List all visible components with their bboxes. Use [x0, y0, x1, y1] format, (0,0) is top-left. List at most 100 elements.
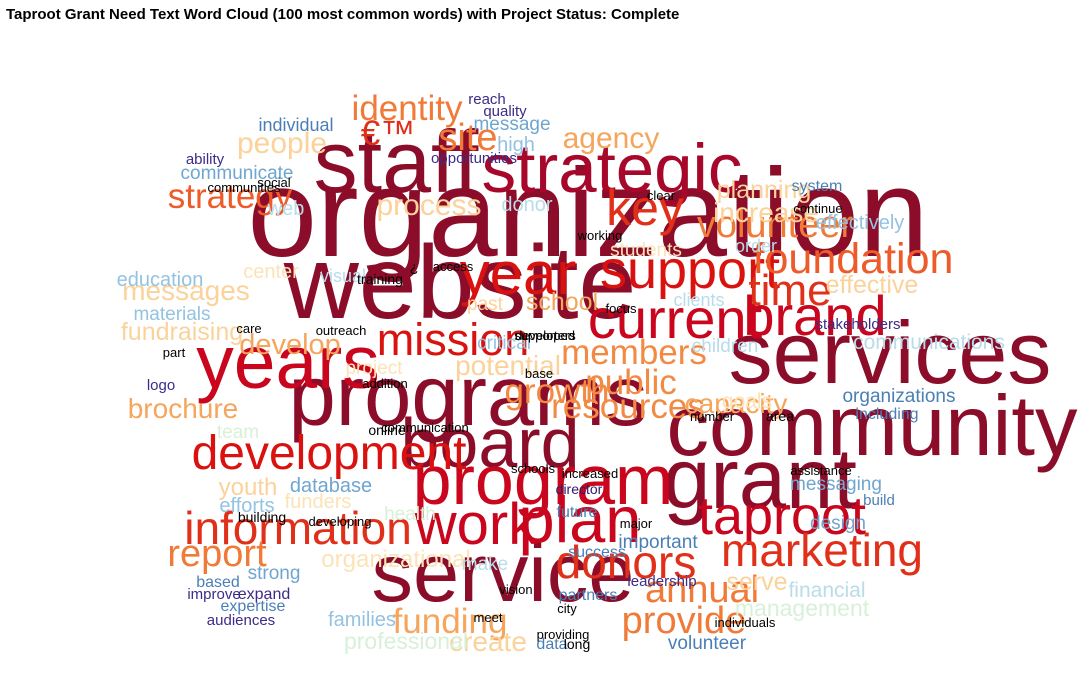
- word-81: messaging: [790, 474, 882, 495]
- word-130: area: [766, 408, 794, 424]
- word-75: families: [328, 609, 396, 631]
- word-88: students: [610, 240, 682, 261]
- word-51: school: [526, 288, 598, 316]
- word-110: quality: [483, 103, 527, 120]
- word-86: center: [243, 261, 299, 283]
- word-8: years: [196, 320, 379, 404]
- word-109: logo: [147, 377, 175, 394]
- word-114: clear: [647, 188, 676, 203]
- word-82: design: [810, 513, 866, 534]
- word-100: audiences: [207, 612, 275, 629]
- word-85: team: [217, 422, 259, 443]
- word-70: materials: [133, 304, 210, 325]
- word-113: communities: [208, 180, 281, 195]
- word-69: communicate: [181, 163, 294, 184]
- word-50: create: [449, 626, 527, 657]
- word-102: future: [557, 504, 598, 521]
- word-95: success: [568, 544, 626, 561]
- word-137: vision: [499, 582, 532, 597]
- word-125: base: [525, 366, 553, 381]
- word-112: opportunities: [431, 150, 517, 167]
- word-24: mission: [377, 314, 530, 365]
- word-42: develop: [239, 329, 341, 361]
- word-111: reach: [468, 91, 506, 108]
- word-16: brand: [743, 284, 886, 347]
- word-56: organizational: [321, 546, 470, 573]
- word-1: website: [283, 225, 637, 341]
- word-120: access: [433, 259, 474, 274]
- word-90: project: [345, 358, 403, 379]
- word-77: make: [462, 554, 508, 575]
- word-106: build: [863, 492, 895, 509]
- word-38: growth: [504, 372, 609, 411]
- word-92: system: [792, 178, 843, 195]
- word-107: stakeholders: [815, 316, 900, 333]
- word-45: brochure: [128, 393, 239, 424]
- word-115: working: [577, 228, 623, 243]
- word-119: ¿: [410, 259, 419, 275]
- word-22: marketing: [721, 524, 923, 576]
- word-67: message: [473, 114, 550, 135]
- word-57: management: [735, 595, 870, 621]
- word-43: process: [376, 189, 481, 222]
- word-142: individuals: [715, 615, 776, 630]
- word-134: building: [238, 509, 286, 525]
- word-74: health: [384, 504, 436, 525]
- word-138: city: [557, 601, 577, 616]
- word-4: community: [667, 379, 1078, 474]
- word-118: training: [357, 271, 403, 287]
- word-46: potential: [455, 350, 561, 381]
- word-139: meet: [474, 610, 503, 625]
- word-19: key: [606, 180, 684, 236]
- word-39: strategy: [168, 177, 293, 216]
- word-79: volunteer: [668, 633, 747, 654]
- word-52: increase: [713, 197, 819, 228]
- word-78: important: [618, 532, 698, 553]
- word-143: supporters: [514, 328, 576, 343]
- word-66: high: [497, 134, 535, 156]
- word-135: developing: [309, 514, 372, 529]
- word-105: leadership: [627, 573, 696, 590]
- word-62: effectively: [816, 212, 905, 234]
- word-122: care: [236, 321, 261, 336]
- word-32: members: [561, 333, 707, 372]
- chart-title: Taproot Grant Need Text Word Cloud (100 …: [6, 6, 680, 23]
- word-10: program: [413, 441, 674, 519]
- word-30: report: [167, 533, 267, 575]
- word-87: critical: [477, 333, 531, 354]
- word-129: number: [690, 409, 735, 424]
- word-21: information: [184, 502, 412, 554]
- word-94: including: [855, 406, 918, 423]
- word-108: ability: [186, 151, 225, 168]
- word-3: services: [729, 303, 1052, 402]
- word-58: professional: [344, 628, 468, 654]
- word-133: assistance: [790, 463, 851, 478]
- word-128: communication: [381, 420, 468, 435]
- word-49: serve: [726, 568, 787, 596]
- word-65: web: [267, 198, 305, 220]
- word-25: time: [748, 266, 831, 315]
- word-101: director: [556, 481, 603, 497]
- word-73: funders: [285, 491, 352, 513]
- word-83: clients: [673, 290, 724, 310]
- word-7: service: [372, 526, 635, 619]
- word-9: board: [400, 404, 579, 482]
- word-37: public: [585, 363, 676, 402]
- word-131: schools: [511, 461, 556, 476]
- word-64: donor: [501, 194, 552, 216]
- word-121: focus: [605, 301, 637, 316]
- word-96: based: [196, 574, 240, 591]
- word-68: individual: [258, 115, 333, 135]
- word-23: donors: [556, 536, 697, 588]
- word-116: continue: [793, 201, 842, 216]
- word-80: organizations: [842, 386, 955, 407]
- word-104: partners: [559, 587, 618, 604]
- word-76: strong: [248, 563, 301, 584]
- word-136: major: [620, 516, 653, 531]
- word-5: programs: [288, 349, 647, 444]
- word-63: education: [117, 269, 204, 291]
- word-89: past: [467, 294, 504, 315]
- word-72: efforts: [219, 495, 274, 517]
- word-97: expand: [238, 586, 291, 603]
